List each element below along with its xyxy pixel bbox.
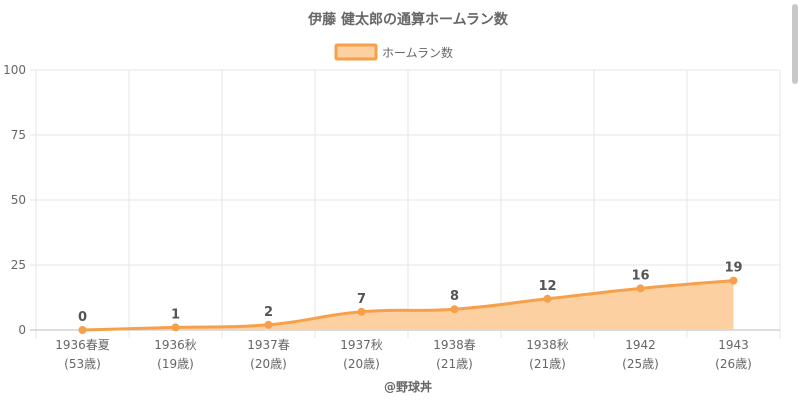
data-point[interactable] xyxy=(543,294,552,303)
chart-title: 伊藤 健太郎の通算ホームラン数 xyxy=(307,11,509,28)
data-label: 12 xyxy=(538,279,556,294)
data-points xyxy=(78,276,738,334)
y-tick-label: 75 xyxy=(11,128,26,142)
x-axis-ticks: 1936春夏 (53歳) 1936秋 (19歳) 1937春 (20歳) 1937秋 (20歳… xyxy=(55,338,752,371)
x-tick-label: 1943 xyxy=(718,338,749,352)
data-point[interactable] xyxy=(729,276,738,285)
data-point[interactable] xyxy=(636,284,645,293)
series-area-fill xyxy=(82,280,734,330)
x-tick-sublabel: (19歳) xyxy=(157,357,194,371)
x-tick-label: 1936春夏 xyxy=(55,338,110,352)
x-tick-sublabel: (20歳) xyxy=(343,357,380,371)
data-point[interactable] xyxy=(264,320,273,329)
x-tick-sublabel: (25歳) xyxy=(622,357,659,371)
data-label: 2 xyxy=(264,305,273,320)
x-tick-sublabel: (21歳) xyxy=(436,357,473,371)
x-tick-sublabel: (20歳) xyxy=(250,357,287,371)
data-label: 19 xyxy=(724,261,742,276)
x-tick-label: 1937春 xyxy=(247,338,290,352)
x-tick-sublabel: (26歳) xyxy=(715,357,752,371)
data-label: 16 xyxy=(631,268,649,283)
x-tick-label: 1936秋 xyxy=(154,338,197,352)
x-tick-sublabel: (21歳) xyxy=(529,357,566,371)
legend[interactable]: ホームラン数 xyxy=(334,43,453,61)
data-label: 1 xyxy=(171,307,180,322)
series-line-path xyxy=(81,279,735,332)
scrollbar-thumb[interactable] xyxy=(792,4,798,84)
series-area xyxy=(82,280,734,330)
y-tick-label: 50 xyxy=(11,193,26,207)
y-tick-label: 0 xyxy=(18,323,26,337)
x-tick-sublabel: (53歳) xyxy=(64,357,101,371)
data-label: 8 xyxy=(450,289,459,304)
x-tick-label: 1938秋 xyxy=(526,338,569,352)
data-point[interactable] xyxy=(357,307,366,316)
data-label: 0 xyxy=(78,310,87,325)
data-point[interactable] xyxy=(171,323,180,332)
series-line xyxy=(81,279,735,332)
x-tick-label: 1938春 xyxy=(433,338,476,352)
y-axis-ticks: 0 25 50 75 100 xyxy=(3,63,26,337)
x-tick-label: 1937秋 xyxy=(340,338,383,352)
data-point[interactable] xyxy=(78,326,87,334)
data-label: 7 xyxy=(357,292,366,307)
legend-swatch xyxy=(334,43,378,61)
data-point[interactable] xyxy=(450,305,459,314)
y-tick-label: 100 xyxy=(3,63,26,77)
legend-label: ホームラン数 xyxy=(382,45,453,60)
y-tick-label: 25 xyxy=(11,258,26,272)
footer-credit: @野球丼 xyxy=(384,379,432,394)
x-tick-label: 1942 xyxy=(625,338,656,352)
